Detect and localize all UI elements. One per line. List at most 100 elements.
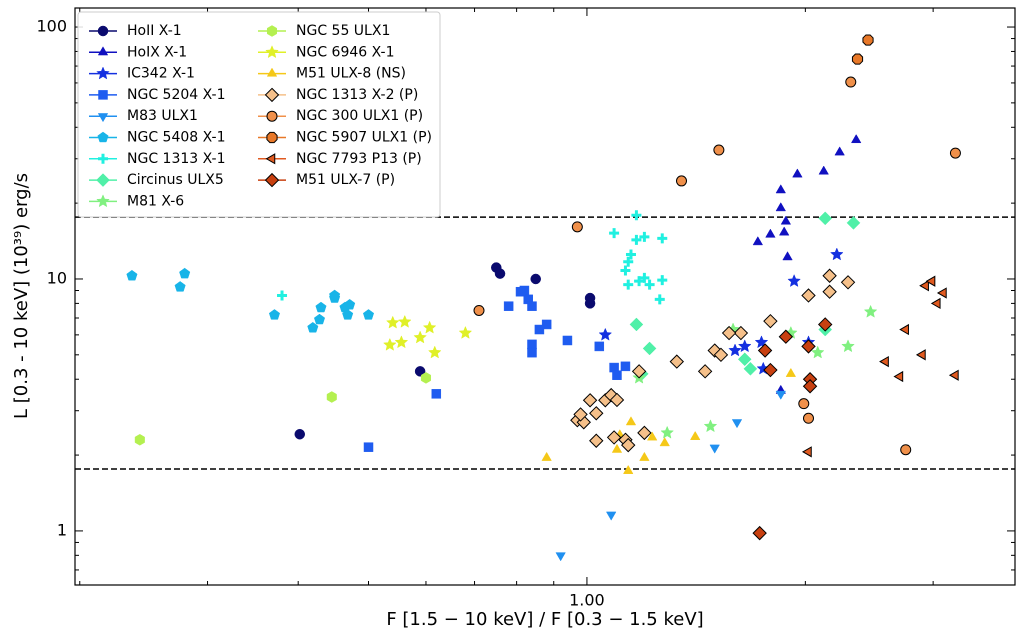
data-point <box>326 391 337 403</box>
series <box>363 285 631 452</box>
data-point <box>659 437 670 447</box>
data-point <box>620 361 631 372</box>
data-point <box>841 339 855 353</box>
data-point <box>775 390 786 400</box>
data-point <box>584 298 596 309</box>
data-point <box>631 210 642 221</box>
data-point <box>949 147 961 159</box>
legend-label: NGC 6946 X-1 <box>296 44 394 60</box>
data-point <box>697 364 713 379</box>
data-point <box>642 341 657 356</box>
data-point <box>915 349 926 361</box>
legend-marker <box>265 153 276 165</box>
data-point <box>174 281 186 292</box>
data-point <box>798 398 810 410</box>
data-point <box>344 298 356 310</box>
data-point <box>863 304 878 318</box>
legend-box <box>77 11 441 218</box>
data-point <box>728 343 742 357</box>
data-point <box>802 379 818 394</box>
data-point <box>851 53 864 65</box>
legend-marker <box>266 110 278 122</box>
data-point <box>342 309 354 320</box>
data-point <box>571 221 583 233</box>
series <box>294 262 596 440</box>
data-point <box>609 228 620 239</box>
data-point <box>427 345 442 359</box>
data-point <box>562 335 573 346</box>
data-point <box>802 412 814 424</box>
data-point <box>313 313 326 325</box>
data-point <box>515 286 526 297</box>
data-point <box>660 425 674 439</box>
data-point <box>775 202 786 212</box>
data-point <box>862 34 874 46</box>
data-point <box>422 320 437 334</box>
data-point <box>846 216 861 230</box>
data-point <box>473 304 485 316</box>
data-point <box>782 251 793 261</box>
data-point <box>414 366 426 377</box>
data-point <box>818 317 833 332</box>
data-point <box>792 168 803 178</box>
data-point <box>822 268 837 283</box>
y-tick-label: 10 <box>47 268 67 287</box>
data-point <box>611 443 623 453</box>
data-point <box>315 301 327 313</box>
data-point <box>785 367 797 377</box>
data-point <box>623 279 634 290</box>
data-point <box>126 269 138 281</box>
data-point <box>752 236 764 246</box>
series <box>801 275 959 458</box>
legend-marker <box>97 46 109 56</box>
data-point <box>527 347 537 358</box>
data-point <box>801 288 816 303</box>
data-point <box>329 289 341 301</box>
data-point <box>458 325 473 339</box>
legend-marker <box>97 25 109 37</box>
data-point <box>594 341 605 352</box>
data-point <box>845 76 857 88</box>
data-point <box>810 345 825 359</box>
data-point <box>709 444 720 454</box>
data-point <box>818 165 829 175</box>
data-point <box>743 361 758 376</box>
data-point <box>639 231 650 242</box>
data-point <box>527 339 537 350</box>
data-point <box>822 284 837 299</box>
data-point <box>778 226 790 236</box>
data-point <box>541 451 552 461</box>
data-point <box>733 325 749 341</box>
data-point <box>394 335 409 349</box>
data-point <box>801 339 816 354</box>
legend-marker <box>264 87 280 103</box>
data-point <box>763 313 778 329</box>
data-point <box>654 294 665 305</box>
data-point <box>589 433 604 448</box>
legend-marker <box>97 131 109 143</box>
data-point <box>669 354 685 369</box>
data-point <box>893 370 904 383</box>
series <box>134 372 431 446</box>
data-point <box>646 431 658 441</box>
data-point <box>879 355 889 368</box>
data-point <box>737 339 752 353</box>
data-point <box>503 301 514 311</box>
data-point <box>919 280 929 292</box>
data-point <box>639 451 650 461</box>
series <box>629 211 861 381</box>
series <box>126 267 375 333</box>
data-point <box>620 265 631 276</box>
data-point <box>948 369 959 381</box>
data-point <box>830 247 844 261</box>
legend-label: IC342 X-1 <box>127 66 195 82</box>
legend-marker <box>97 113 109 123</box>
legend: HoII X-1 HoIX X-1 IC342 X-1 NGC 5204 X-1 M83… <box>77 11 441 218</box>
data-point <box>541 319 552 330</box>
data-point <box>690 430 701 440</box>
data-point <box>623 464 634 474</box>
data-point <box>657 233 668 244</box>
series <box>752 317 833 541</box>
